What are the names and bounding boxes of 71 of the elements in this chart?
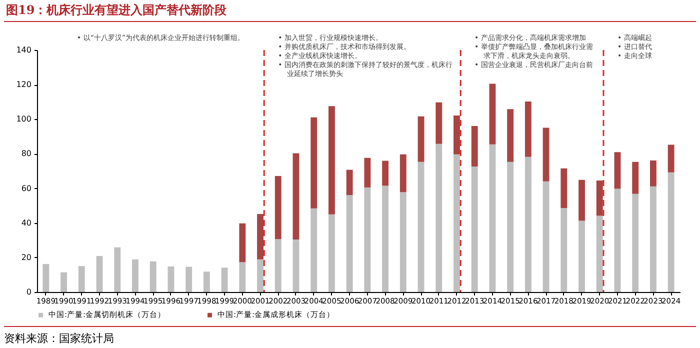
bar	[257, 214, 264, 260]
bar	[150, 261, 156, 292]
bar	[596, 180, 603, 216]
y-tick-label: 40	[21, 218, 32, 228]
bar	[221, 268, 228, 292]
bar	[364, 158, 371, 188]
bar	[400, 192, 406, 292]
bar	[274, 176, 282, 240]
bar	[578, 180, 585, 221]
y-tick-label: 140	[16, 46, 32, 54]
chart-title: 图19：机床行业有望进入国产替代新阶段	[6, 2, 227, 19]
bar	[418, 162, 424, 292]
bar	[632, 194, 639, 292]
bar	[596, 216, 603, 292]
bar	[239, 262, 246, 292]
bar	[400, 154, 406, 192]
text: 资料来源：国家统计局	[4, 331, 114, 346]
bar	[274, 239, 282, 292]
bar	[471, 166, 478, 292]
bar	[560, 208, 568, 292]
bar	[418, 116, 424, 162]
bar	[328, 106, 335, 214]
bar	[78, 266, 85, 292]
y-tick-label: 100	[16, 114, 32, 124]
bar	[614, 152, 621, 189]
bar	[96, 256, 103, 292]
y-tick-label: 60	[21, 184, 32, 193]
bar	[489, 144, 496, 292]
bar	[42, 264, 50, 292]
bar	[650, 160, 656, 186]
bar	[542, 128, 550, 182]
bar	[454, 116, 460, 154]
bar	[507, 162, 514, 292]
bar	[560, 168, 568, 208]
bar	[489, 84, 496, 144]
bar	[60, 272, 68, 292]
bar	[650, 186, 656, 292]
bar	[168, 266, 174, 292]
bar	[542, 181, 550, 292]
bar	[454, 154, 460, 292]
bar	[382, 160, 389, 186]
bar	[310, 208, 318, 292]
bar	[114, 247, 121, 292]
bar	[203, 272, 210, 292]
bar	[524, 102, 532, 157]
bar	[436, 102, 442, 144]
bar	[239, 223, 246, 262]
bar	[257, 259, 264, 292]
bar	[507, 109, 514, 162]
bar	[310, 117, 318, 208]
bar	[186, 266, 192, 292]
y-tick-label: 0	[26, 288, 32, 296]
bar	[132, 259, 138, 292]
bar	[328, 214, 335, 292]
bar	[668, 172, 674, 292]
bar	[578, 220, 585, 292]
y-tick-label: 80	[21, 149, 32, 158]
bar	[346, 195, 353, 292]
bar	[364, 187, 371, 292]
bar	[632, 162, 639, 194]
y-tick-label: 120	[16, 80, 32, 90]
bar	[436, 144, 442, 292]
bar	[292, 239, 300, 292]
bar	[524, 156, 532, 292]
bar	[668, 144, 674, 172]
bar	[614, 188, 621, 292]
bar	[471, 126, 478, 167]
bar	[382, 186, 389, 292]
y-tick-label: 20	[21, 252, 32, 262]
bar	[292, 153, 300, 240]
bar	[346, 170, 353, 196]
